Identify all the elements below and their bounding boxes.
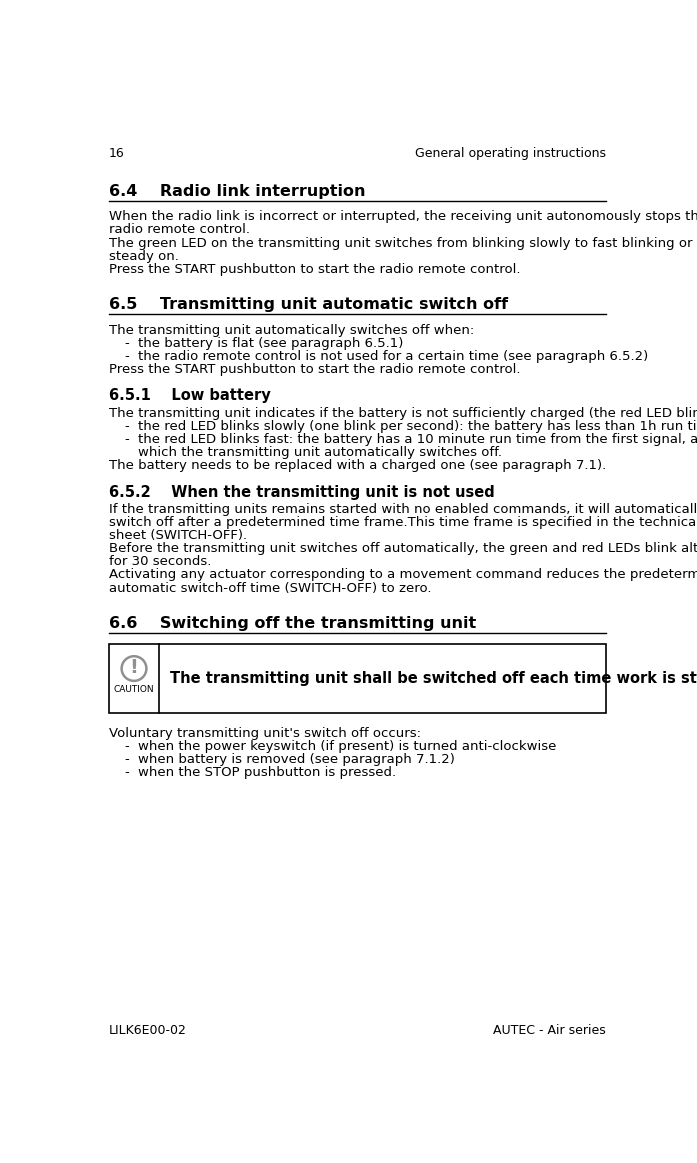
Text: the red LED blinks slowly (one blink per second): the battery has less than 1h r: the red LED blinks slowly (one blink per… [138,420,697,433]
Text: the battery is flat (see paragraph 6.5.1): the battery is flat (see paragraph 6.5.1… [138,336,404,350]
Text: Press the START pushbutton to start the radio remote control.: Press the START pushbutton to start the … [109,263,521,276]
Text: 6.5.2    When the transmitting unit is not used: 6.5.2 When the transmitting unit is not … [109,485,495,500]
Text: the red LED blinks fast: the battery has a 10 minute run time from the first sig: the red LED blinks fast: the battery has… [138,433,697,445]
Text: AUTEC - Air series: AUTEC - Air series [493,1023,606,1036]
Text: The battery needs to be replaced with a charged one (see paragraph 7.1).: The battery needs to be replaced with a … [109,459,606,472]
Text: -: - [124,420,129,433]
Text: Activating any actuator corresponding to a movement command reduces the predeter: Activating any actuator corresponding to… [109,569,697,582]
Text: 6.6    Switching off the transmitting unit: 6.6 Switching off the transmitting unit [109,616,476,632]
Text: -: - [124,350,129,363]
Text: automatic switch-off time (SWITCH-OFF) to zero.: automatic switch-off time (SWITCH-OFF) t… [109,582,431,594]
Text: 6.4    Radio link interruption: 6.4 Radio link interruption [109,184,365,199]
Text: CAUTION: CAUTION [114,685,154,694]
Text: -: - [124,766,129,779]
Text: radio remote control.: radio remote control. [109,223,250,236]
Text: when battery is removed (see paragraph 7.1.2): when battery is removed (see paragraph 7… [138,754,455,766]
Text: the radio remote control is not used for a certain time (see paragraph 6.5.2): the radio remote control is not used for… [138,350,648,363]
Text: When the radio link is incorrect or interrupted, the receiving unit autonomously: When the radio link is incorrect or inte… [109,211,697,223]
Text: Press the START pushbutton to start the radio remote control.: Press the START pushbutton to start the … [109,363,521,376]
Text: when the power keyswitch (if present) is turned anti-clockwise: when the power keyswitch (if present) is… [138,740,557,754]
Text: The transmitting unit shall be switched off each time work is stopped.: The transmitting unit shall be switched … [170,671,697,686]
Text: -: - [124,433,129,445]
Text: Voluntary transmitting unit's switch off occurs:: Voluntary transmitting unit's switch off… [109,727,421,740]
Text: -: - [124,754,129,766]
Circle shape [121,656,146,680]
Text: 16: 16 [109,148,125,160]
Bar [109,644,606,713]
Text: The transmitting unit automatically switches off when:: The transmitting unit automatically swit… [109,323,474,336]
Text: Before the transmitting unit switches off automatically, the green and red LEDs : Before the transmitting unit switches of… [109,542,697,555]
Text: for 30 seconds.: for 30 seconds. [109,556,211,569]
Text: switch off after a predetermined time frame.This time frame is specified in the : switch off after a predetermined time fr… [109,516,697,529]
Text: 6.5.1    Low battery: 6.5.1 Low battery [109,388,270,404]
Text: steady on.: steady on. [109,250,178,263]
Text: !: ! [130,657,139,677]
Text: -: - [124,336,129,350]
Text: which the transmitting unit automatically switches off.: which the transmitting unit automaticall… [138,447,503,459]
Text: General operating instructions: General operating instructions [415,148,606,160]
Text: -: - [124,740,129,754]
Text: The transmitting unit indicates if the battery is not sufficiently charged (the : The transmitting unit indicates if the b… [109,407,697,420]
Text: If the transmitting units remains started with no enabled commands, it will auto: If the transmitting units remains starte… [109,504,697,516]
Text: when the STOP pushbutton is pressed.: when the STOP pushbutton is pressed. [138,766,397,779]
Text: 6.5    Transmitting unit automatic switch off: 6.5 Transmitting unit automatic switch o… [109,298,508,313]
Text: sheet (SWITCH-OFF).: sheet (SWITCH-OFF). [109,529,247,542]
Text: The green LED on the transmitting unit switches from blinking slowly to fast bli: The green LED on the transmitting unit s… [109,236,692,250]
Text: LILK6E00-02: LILK6E00-02 [109,1023,187,1036]
